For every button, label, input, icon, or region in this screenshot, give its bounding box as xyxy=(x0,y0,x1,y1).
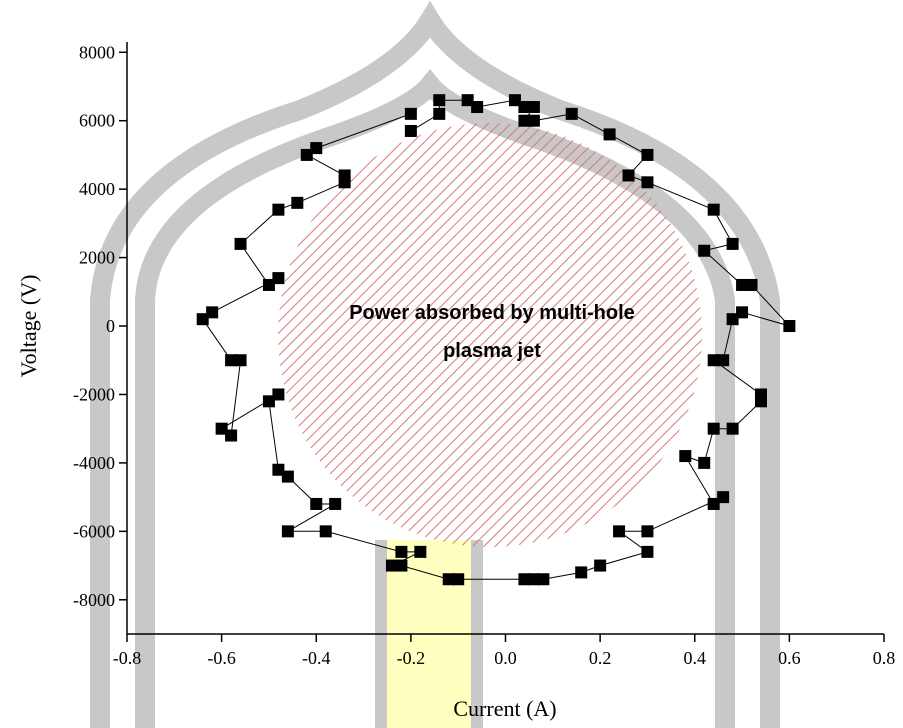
data-point xyxy=(395,545,408,558)
y-tick-label: -2000 xyxy=(73,384,115,404)
annotation: Power absorbed by multi-hole xyxy=(349,302,635,324)
data-point xyxy=(461,94,474,107)
data-point xyxy=(575,566,588,579)
data-point xyxy=(300,148,313,161)
data-point xyxy=(641,176,654,189)
data-point xyxy=(527,114,540,127)
data-point xyxy=(404,107,417,120)
data-point xyxy=(726,237,739,250)
data-point xyxy=(527,101,540,114)
data-point xyxy=(745,278,758,291)
data-point xyxy=(196,313,209,326)
y-tick-label: 0 xyxy=(106,316,115,336)
hatched-area xyxy=(278,123,702,547)
data-point xyxy=(518,573,531,586)
data-point xyxy=(736,278,749,291)
y-tick-label: 4000 xyxy=(79,179,115,199)
data-point xyxy=(707,203,720,216)
data-point xyxy=(225,429,238,442)
data-point xyxy=(234,237,247,250)
data-point xyxy=(272,272,285,285)
data-point xyxy=(726,313,739,326)
data-point xyxy=(603,128,616,141)
data-point xyxy=(452,573,465,586)
x-axis-title: Current (A) xyxy=(453,696,556,721)
data-point xyxy=(537,573,550,586)
data-point xyxy=(225,354,238,367)
data-point xyxy=(281,470,294,483)
data-point xyxy=(622,169,635,182)
x-tick-label: 0.8 xyxy=(873,648,896,668)
y-axis-title: Voltage (V) xyxy=(16,275,41,378)
data-point xyxy=(234,354,247,367)
watermark xyxy=(90,0,780,728)
annotation: plasma jet xyxy=(443,340,541,362)
x-tick-label: -0.4 xyxy=(302,648,331,668)
data-point xyxy=(783,320,796,333)
data-point xyxy=(206,306,219,319)
data-point xyxy=(310,142,323,155)
data-point xyxy=(641,525,654,538)
data-point xyxy=(707,422,720,435)
data-point xyxy=(414,545,427,558)
data-point xyxy=(291,196,304,209)
data-point xyxy=(471,101,484,114)
data-point xyxy=(518,101,531,114)
data-point xyxy=(281,525,294,538)
x-tick-label: -0.6 xyxy=(207,648,236,668)
x-tick-label: 0.4 xyxy=(684,648,707,668)
data-point xyxy=(736,306,749,319)
x-tick-label: -0.2 xyxy=(397,648,426,668)
data-point xyxy=(395,559,408,572)
data-point xyxy=(698,456,711,469)
data-point xyxy=(272,463,285,476)
data-point xyxy=(613,525,626,538)
data-point xyxy=(717,354,730,367)
data-point xyxy=(404,124,417,137)
x-tick-label: -0.8 xyxy=(113,648,142,668)
data-point xyxy=(707,497,720,510)
x-tick-label: 0.0 xyxy=(494,648,517,668)
data-point xyxy=(641,148,654,161)
data-point xyxy=(329,497,342,510)
data-point xyxy=(338,169,351,182)
data-point xyxy=(754,395,767,408)
data-point xyxy=(310,497,323,510)
data-point xyxy=(433,94,446,107)
data-point xyxy=(565,107,578,120)
data-point xyxy=(698,244,711,257)
data-point xyxy=(272,388,285,401)
data-point xyxy=(641,545,654,558)
data-point xyxy=(726,422,739,435)
data-point xyxy=(518,114,531,127)
y-tick-label: -4000 xyxy=(73,453,115,473)
data-point xyxy=(433,107,446,120)
data-point xyxy=(262,278,275,291)
data-point xyxy=(385,559,398,572)
data-point xyxy=(594,559,607,572)
data-point xyxy=(527,573,540,586)
data-point xyxy=(717,491,730,504)
y-tick-label: -8000 xyxy=(73,590,115,610)
data-point xyxy=(707,354,720,367)
data-point xyxy=(679,450,692,463)
data-point xyxy=(272,203,285,216)
data-point xyxy=(508,94,521,107)
x-tick-label: 0.6 xyxy=(778,648,801,668)
y-tick-label: 8000 xyxy=(79,42,115,62)
data-point xyxy=(215,422,228,435)
data-point xyxy=(262,395,275,408)
x-tick-label: 0.2 xyxy=(589,648,612,668)
y-tick-label: 6000 xyxy=(79,111,115,131)
data-point xyxy=(442,573,455,586)
data-point xyxy=(319,525,332,538)
y-tick-label: 2000 xyxy=(79,248,115,268)
y-tick-label: -6000 xyxy=(73,521,115,541)
